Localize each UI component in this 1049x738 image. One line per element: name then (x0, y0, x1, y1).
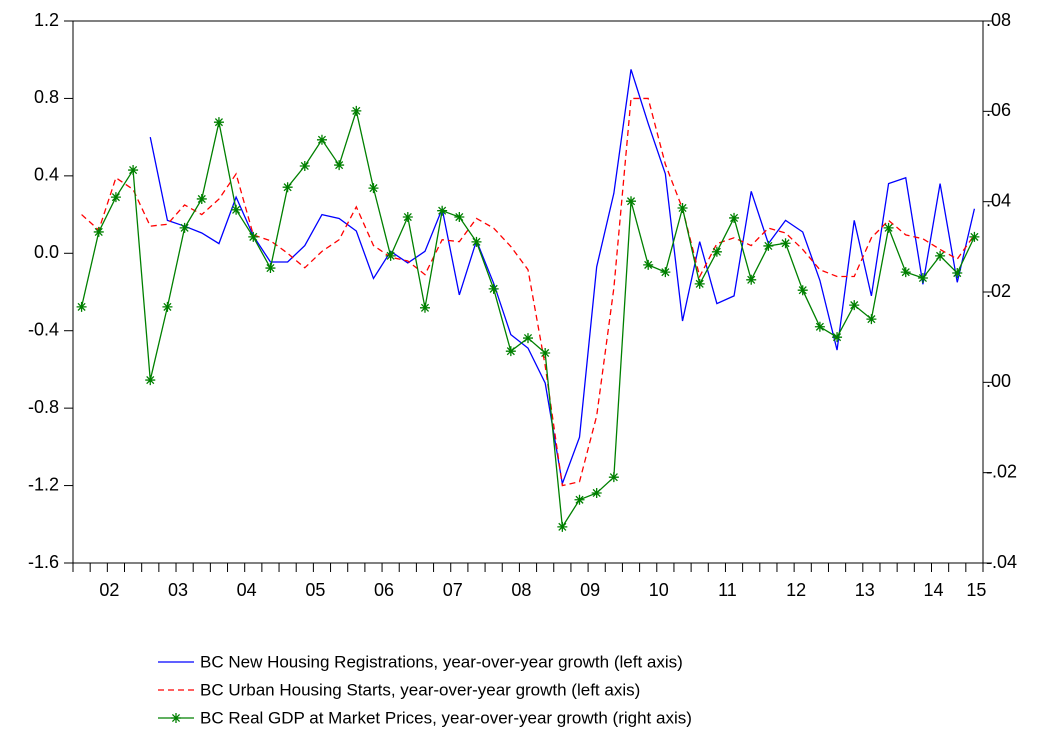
series-marker (368, 183, 379, 194)
series-marker (729, 212, 740, 223)
series-marker (385, 250, 396, 261)
series-marker (419, 302, 430, 313)
y2-tick-label: .02 (986, 281, 1011, 301)
y-tick-label: 0.8 (34, 87, 59, 107)
x-tick-label: 07 (443, 580, 463, 600)
series-marker (797, 285, 808, 296)
series-marker (179, 222, 190, 233)
series-marker (952, 268, 963, 279)
series-marker (780, 238, 791, 249)
series-line (149, 69, 976, 487)
series-marker (849, 300, 860, 311)
legend-label: BC Real GDP at Market Prices, year-over-… (200, 708, 692, 727)
series-marker (282, 182, 293, 193)
series-marker (454, 212, 465, 223)
series-marker (900, 267, 911, 278)
series-marker (110, 192, 121, 203)
y-tick-label: 0.4 (34, 165, 59, 185)
series-marker (626, 196, 637, 207)
series-marker (523, 333, 533, 344)
series-marker (334, 160, 345, 171)
series-marker (316, 134, 327, 145)
series-marker (162, 301, 173, 312)
legend-marker (171, 713, 181, 723)
y-tick-label: -1.6 (28, 552, 59, 572)
legend-label: BC Urban Housing Starts, year-over-year … (200, 680, 640, 699)
series-marker (660, 267, 671, 278)
series-marker (643, 259, 654, 270)
series-marker (471, 236, 482, 247)
series-marker (917, 273, 928, 283)
x-tick-label: 05 (305, 580, 325, 600)
series-marker (832, 332, 843, 343)
series-marker (814, 321, 825, 332)
series-marker (265, 263, 276, 274)
series-marker (711, 246, 722, 257)
series-marker (969, 231, 980, 242)
x-tick-label: 08 (511, 580, 531, 600)
y-tick-label: -0.8 (28, 397, 59, 417)
series-marker (248, 231, 259, 242)
x-tick-label: 09 (580, 580, 600, 600)
series-marker (196, 193, 207, 204)
x-tick-label: 03 (168, 580, 188, 600)
series-marker (935, 250, 946, 261)
x-tick-label: 15 (966, 580, 986, 600)
series-line (81, 97, 975, 487)
series-marker (540, 347, 551, 358)
y2-tick-label: .04 (986, 190, 1011, 210)
series-marker (402, 212, 413, 223)
series-marker (93, 226, 104, 237)
series-marker (557, 521, 568, 532)
y-tick-label: -1.2 (28, 474, 59, 494)
x-tick-label: 10 (649, 580, 669, 600)
y2-tick-label: .08 (986, 10, 1011, 30)
y-tick-label: -0.4 (28, 319, 59, 339)
series-marker (677, 202, 688, 213)
series-marker (488, 283, 499, 294)
series-marker (866, 314, 877, 325)
series-marker (213, 117, 224, 128)
y2-tick-label: -.02 (986, 461, 1017, 481)
series-marker (608, 472, 619, 483)
series-marker (883, 222, 894, 233)
x-tick-label: 12 (786, 580, 806, 600)
y2-tick-label: .00 (986, 371, 1011, 391)
series-marker (76, 301, 87, 312)
series-marker (145, 375, 156, 386)
series-marker (763, 240, 774, 251)
series-marker (231, 204, 242, 215)
y2-tick-label: .06 (986, 100, 1011, 120)
x-tick-label: 14 (923, 580, 943, 600)
series-marker (351, 105, 362, 116)
y-tick-label: 0.0 (34, 242, 59, 262)
legend-label: BC New Housing Registrations, year-over-… (200, 652, 683, 671)
y-tick-label: 1.2 (34, 10, 59, 30)
plot-frame (72, 20, 984, 564)
x-tick-label: 11 (718, 580, 737, 600)
series-marker (694, 278, 705, 289)
series-marker (299, 160, 310, 171)
series-marker (128, 165, 139, 176)
series-marker (574, 494, 585, 505)
series-line (80, 108, 976, 529)
series-marker (437, 205, 448, 216)
series-marker (746, 274, 757, 285)
series-marker (505, 346, 516, 357)
x-tick-label: 13 (855, 580, 875, 600)
series-marker (591, 487, 602, 498)
x-tick-label: 06 (374, 580, 394, 600)
x-tick-label: 02 (99, 580, 119, 600)
x-tick-label: 04 (237, 580, 257, 600)
y2-tick-label: -.04 (986, 552, 1017, 572)
